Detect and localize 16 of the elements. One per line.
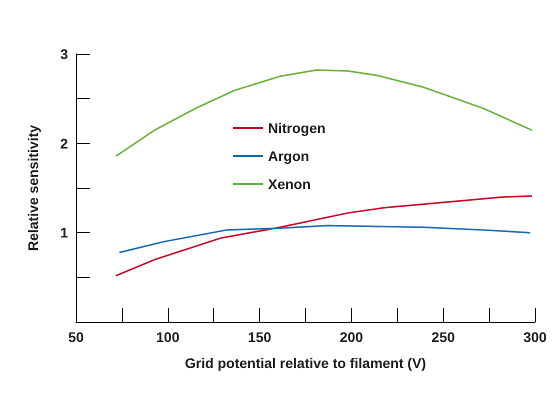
x-axis-title: Grid potential relative to filament (V) [184, 355, 426, 371]
y-tick-label: 3 [60, 46, 68, 62]
x-tick-label: 150 [248, 329, 272, 345]
line-series [116, 195, 532, 276]
x-tick-label: 50 [68, 329, 84, 345]
x-tick-label: 300 [523, 329, 547, 345]
legend-label: Argon [268, 148, 310, 164]
legend-label: Xenon [268, 176, 311, 192]
y-axis-title: Relative sensitivity [25, 124, 41, 252]
x-tick-label: 100 [156, 329, 180, 345]
y-tick-label: 2 [60, 135, 68, 152]
legend-label: Nitrogen [268, 120, 326, 136]
line-series [119, 224, 530, 254]
x-tick-label: 200 [340, 329, 364, 345]
x-tick-label: 250 [432, 329, 456, 345]
y-tick-label: 1 [60, 224, 68, 241]
